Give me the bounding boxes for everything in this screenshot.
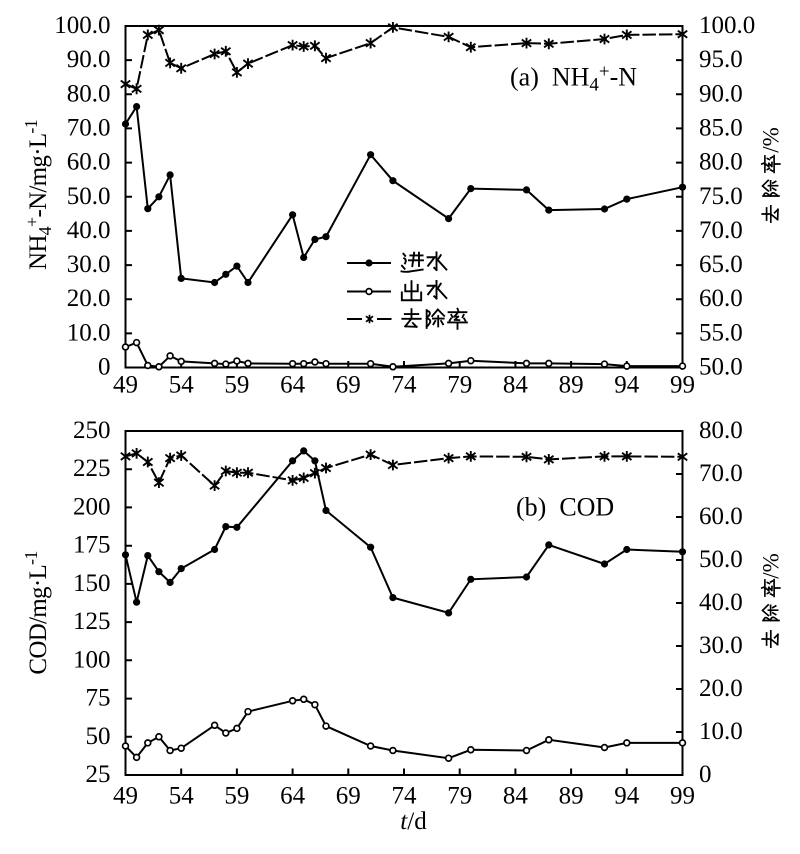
svg-text:59: 59 xyxy=(224,372,249,399)
svg-text:60.0: 60.0 xyxy=(699,503,743,530)
svg-text:/%: /% xyxy=(759,553,784,579)
svg-text:200: 200 xyxy=(73,493,111,520)
svg-text:65.0: 65.0 xyxy=(699,251,743,278)
svg-text:89: 89 xyxy=(559,372,584,399)
svg-text:85.0: 85.0 xyxy=(699,114,743,141)
svg-text:t/d: t/d xyxy=(400,808,427,835)
svg-text:100.0: 100.0 xyxy=(699,12,755,39)
svg-text:25: 25 xyxy=(86,761,111,788)
svg-text:94: 94 xyxy=(614,783,640,810)
svg-text:95.0: 95.0 xyxy=(699,46,743,73)
svg-text:80.0: 80.0 xyxy=(67,80,111,107)
svg-text:10.0: 10.0 xyxy=(699,718,743,745)
svg-text:94: 94 xyxy=(614,372,640,399)
svg-text:60.0: 60.0 xyxy=(67,149,111,176)
svg-text:80.0: 80.0 xyxy=(699,149,743,176)
svg-text:70.0: 70.0 xyxy=(67,114,111,141)
svg-text:125: 125 xyxy=(73,608,111,635)
svg-text:49: 49 xyxy=(113,783,138,810)
svg-text:59: 59 xyxy=(224,783,249,810)
svg-text:225: 225 xyxy=(73,455,111,482)
svg-text:NH4+-N/mg·L-1: NH4+-N/mg·L-1 xyxy=(21,120,55,270)
svg-text:74: 74 xyxy=(392,783,418,810)
svg-text:99: 99 xyxy=(670,783,695,810)
svg-text:(b) COD: (b) COD xyxy=(516,493,614,522)
svg-text:40.0: 40.0 xyxy=(67,217,111,244)
svg-text:54: 54 xyxy=(169,783,195,810)
svg-text:0: 0 xyxy=(699,761,712,788)
svg-text:64: 64 xyxy=(280,783,306,810)
svg-text:20.0: 20.0 xyxy=(67,285,111,312)
svg-text:50.0: 50.0 xyxy=(67,183,111,210)
svg-text:100: 100 xyxy=(73,646,111,673)
svg-text:79: 79 xyxy=(447,783,472,810)
svg-text:100.0: 100.0 xyxy=(54,12,110,39)
svg-text:(a) NH4+-N: (a) NH4+-N xyxy=(510,61,637,95)
svg-text:99: 99 xyxy=(670,372,695,399)
svg-text:250: 250 xyxy=(73,417,111,444)
svg-text:90.0: 90.0 xyxy=(699,80,743,107)
svg-text:84: 84 xyxy=(503,783,529,810)
svg-text:55.0: 55.0 xyxy=(699,319,743,346)
svg-text:69: 69 xyxy=(336,372,361,399)
svg-text:90.0: 90.0 xyxy=(67,46,111,73)
svg-text:150: 150 xyxy=(73,570,111,597)
svg-text:69: 69 xyxy=(336,783,361,810)
svg-text:10.0: 10.0 xyxy=(67,319,111,346)
svg-text:20.0: 20.0 xyxy=(699,675,743,702)
svg-text:84: 84 xyxy=(503,372,529,399)
svg-text:75.0: 75.0 xyxy=(699,183,743,210)
svg-text:80.0: 80.0 xyxy=(699,417,743,444)
svg-text:60.0: 60.0 xyxy=(699,285,743,312)
svg-text:175: 175 xyxy=(73,532,111,559)
svg-text:54: 54 xyxy=(169,372,195,399)
svg-text:70.0: 70.0 xyxy=(699,460,743,487)
svg-text:COD/mg·L-1: COD/mg·L-1 xyxy=(21,551,52,674)
svg-text:75: 75 xyxy=(86,685,111,712)
svg-text:50.0: 50.0 xyxy=(699,354,743,381)
svg-text:49: 49 xyxy=(113,372,138,399)
svg-text:64: 64 xyxy=(280,372,306,399)
svg-text:70.0: 70.0 xyxy=(699,217,743,244)
svg-text:89: 89 xyxy=(559,783,584,810)
svg-text:50.0: 50.0 xyxy=(699,546,743,573)
svg-text:74: 74 xyxy=(392,372,418,399)
svg-text:79: 79 xyxy=(447,372,472,399)
svg-text:30.0: 30.0 xyxy=(699,632,743,659)
svg-text:/%: /% xyxy=(759,127,784,153)
svg-text:40.0: 40.0 xyxy=(699,589,743,616)
svg-text:30.0: 30.0 xyxy=(67,251,111,278)
svg-text:50: 50 xyxy=(86,723,111,750)
svg-text:0: 0 xyxy=(98,354,111,381)
